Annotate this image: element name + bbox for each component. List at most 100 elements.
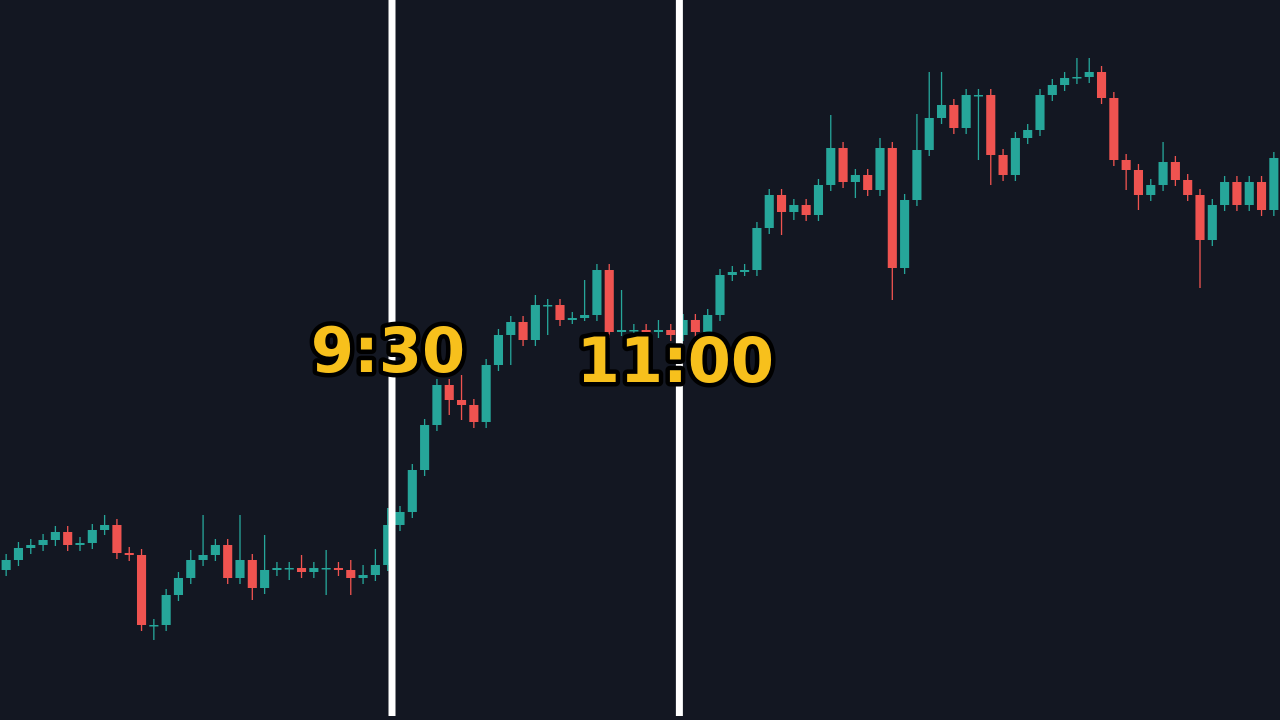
candle-body: [567, 318, 577, 320]
candle-body: [469, 405, 479, 422]
candle-body: [26, 545, 36, 548]
candle-body: [616, 330, 627, 332]
candle-body: [506, 322, 516, 335]
candle-body: [210, 545, 220, 555]
candle-body: [789, 205, 799, 212]
candle-body: [752, 228, 762, 270]
candle-body: [776, 195, 787, 212]
candle-body: [1, 560, 11, 570]
candle-body: [1035, 95, 1045, 130]
candle-body: [727, 272, 737, 275]
annotations: 9:30 11:00: [306, 0, 779, 716]
candle-body: [420, 425, 430, 470]
candle-body: [1269, 158, 1279, 210]
candle-body: [998, 155, 1008, 175]
candle-body: [1256, 182, 1267, 210]
candle-body: [912, 150, 922, 200]
candle-body: [592, 270, 602, 315]
candle-body: [1170, 162, 1180, 180]
candle-body: [407, 470, 417, 512]
candle-body: [432, 385, 442, 425]
candle-body: [481, 365, 491, 422]
candle-body: [838, 148, 848, 182]
candle-body: [1158, 162, 1168, 185]
candle-body: [50, 532, 60, 540]
candle-body: [924, 118, 934, 150]
candle-body: [260, 570, 270, 588]
candle-body: [358, 575, 368, 578]
candle-body: [1109, 98, 1119, 160]
candle-body: [395, 512, 405, 525]
candle-body: [1047, 85, 1057, 95]
candle-body: [703, 315, 713, 332]
candle-body: [604, 270, 614, 332]
candle-body: [223, 545, 233, 578]
candle-body: [1220, 182, 1230, 205]
candle-body: [986, 95, 996, 155]
candle-body: [100, 525, 110, 530]
candle-body: [936, 105, 947, 118]
candle-body: [740, 270, 750, 272]
candle-body: [149, 625, 159, 627]
candle-body: [1023, 130, 1033, 138]
candle-body: [186, 560, 196, 578]
candles: [1, 58, 1279, 640]
candle-body: [309, 568, 319, 572]
candle-body: [1195, 195, 1205, 240]
candle-body: [530, 305, 540, 340]
candle-body: [13, 548, 24, 560]
candle-body: [1084, 72, 1094, 77]
candle-body: [1096, 72, 1107, 98]
candle-body: [863, 175, 873, 190]
candle-body: [850, 175, 860, 182]
candle-body: [456, 400, 467, 405]
candle-body: [63, 532, 73, 545]
candle-body: [555, 305, 565, 320]
candle-body: [580, 315, 590, 318]
candle-body: [666, 330, 676, 335]
candle-body: [1072, 77, 1082, 79]
candle-body: [1146, 185, 1156, 195]
candle-body: [346, 570, 356, 578]
candle-body: [235, 560, 245, 578]
candle-body: [887, 148, 897, 268]
candle-body: [629, 330, 639, 332]
candle-body: [1010, 138, 1020, 175]
candle-body: [961, 95, 971, 128]
candle-body: [518, 322, 528, 340]
candle-body: [75, 543, 85, 545]
candle-body: [543, 305, 553, 307]
candle-body: [900, 200, 910, 268]
candle-body: [1183, 180, 1193, 195]
candle-body: [370, 565, 380, 575]
candle-body: [383, 525, 393, 565]
candle-body: [973, 95, 984, 97]
candle-body: [1207, 205, 1217, 240]
time-label: 9:30: [311, 314, 465, 387]
candle-body: [124, 553, 134, 555]
candle-body: [247, 560, 257, 588]
candle-body: [112, 525, 122, 553]
candle-body: [284, 568, 294, 570]
candle-body: [444, 385, 454, 400]
candle-body: [653, 330, 664, 332]
candle-body: [715, 275, 725, 315]
candle-body: [161, 595, 171, 625]
candle-body: [1060, 78, 1070, 85]
time-label: 11:00: [577, 324, 774, 397]
candle-body: [641, 330, 651, 332]
candle-body: [690, 320, 700, 332]
candle-body: [1121, 160, 1131, 170]
candle-body: [813, 185, 824, 215]
candle-body: [296, 568, 307, 572]
candle-body: [1244, 182, 1254, 205]
candle-body: [826, 148, 836, 185]
candle-body: [333, 568, 344, 570]
candle-body: [678, 320, 688, 335]
candle-body: [801, 205, 811, 215]
candle-body: [87, 530, 97, 543]
candle-body: [198, 555, 208, 560]
candle-body: [38, 540, 48, 545]
